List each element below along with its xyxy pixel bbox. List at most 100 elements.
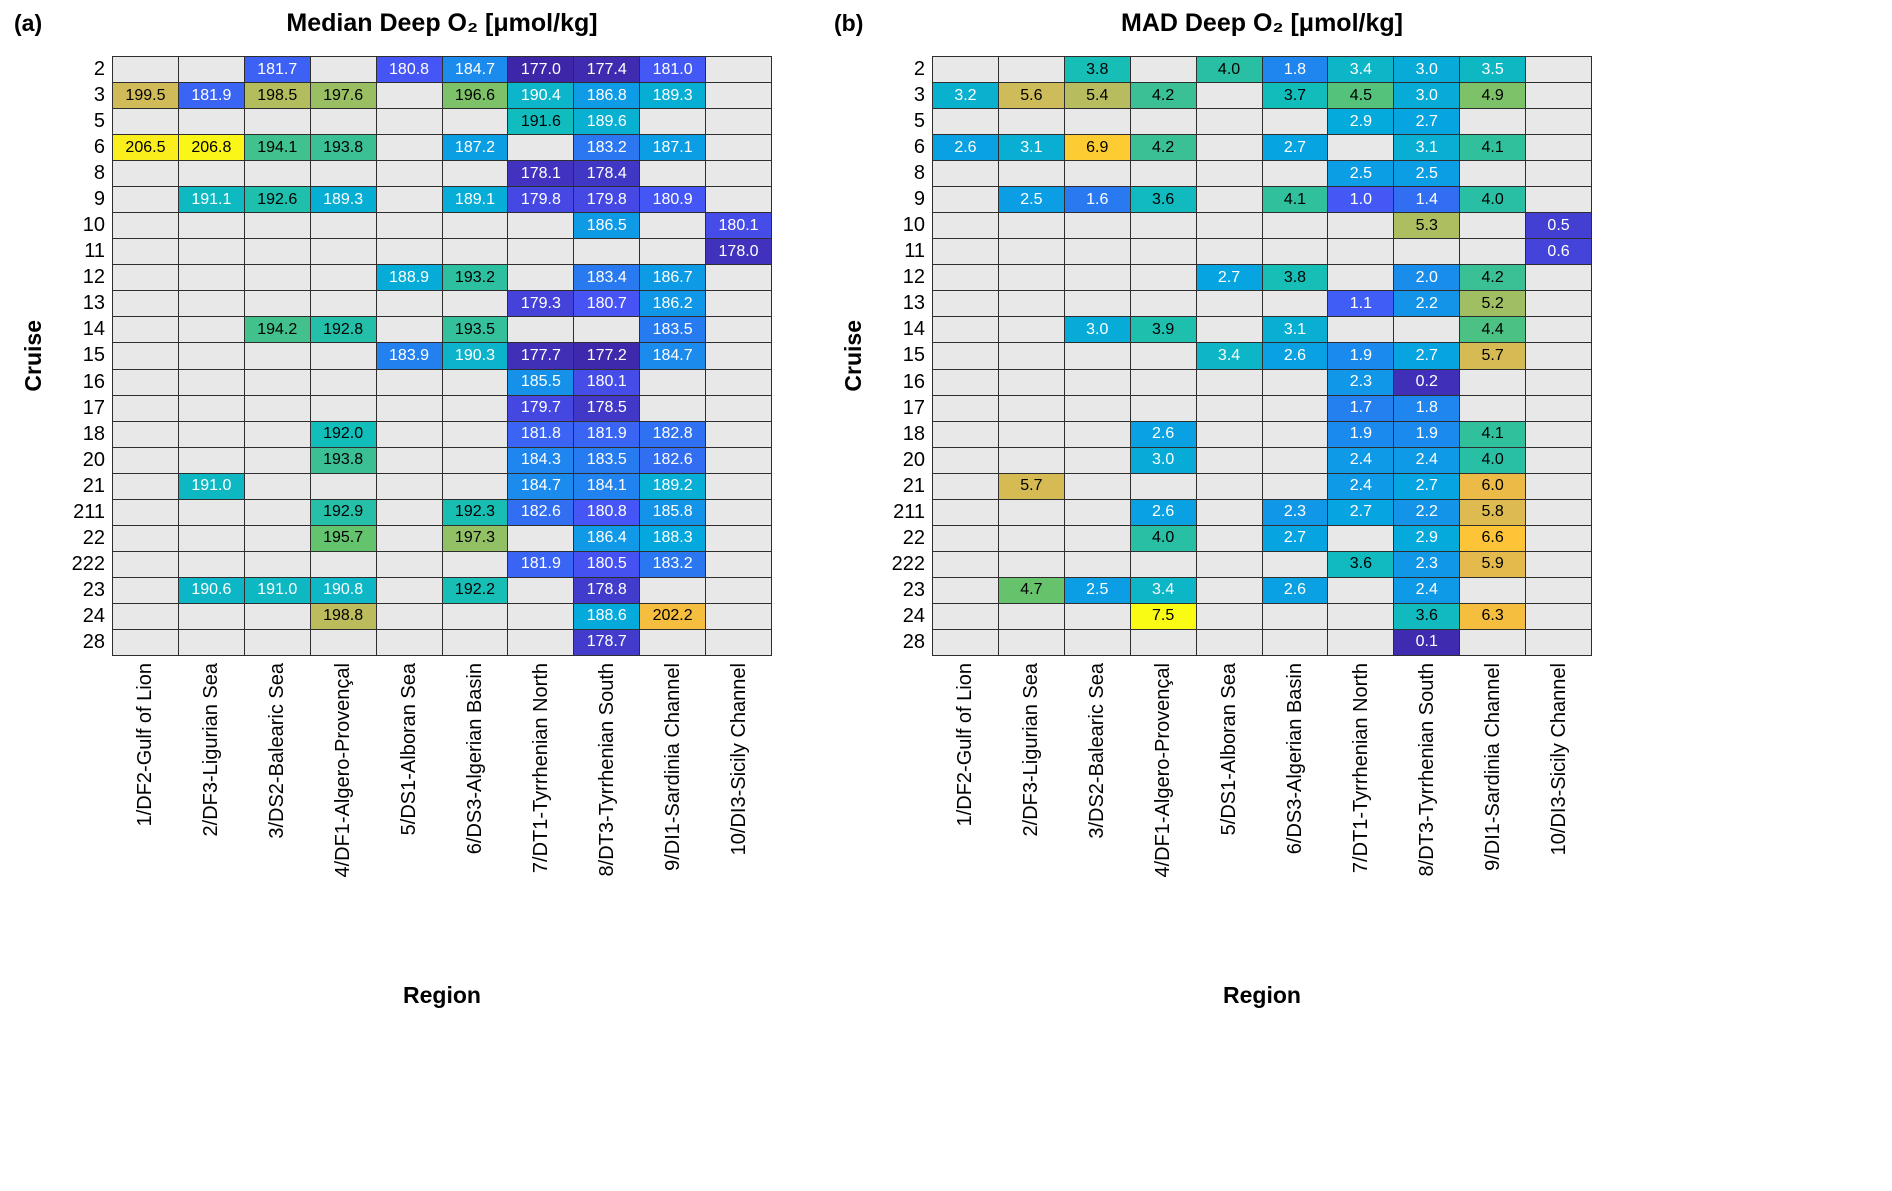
empty-cell (442, 603, 509, 630)
cruise-tick-label: 10 (902, 214, 925, 237)
heatmap-cell: 3.6 (1328, 551, 1395, 578)
empty-cell (1130, 291, 1197, 318)
empty-cell (442, 421, 509, 448)
empty-cell (1130, 213, 1197, 240)
empty-cell (998, 317, 1065, 344)
empty-cell (113, 369, 179, 396)
empty-cell (1460, 577, 1527, 604)
empty-cell (310, 369, 377, 396)
empty-cell (933, 317, 999, 344)
empty-cell (998, 499, 1065, 526)
heatmap-cell: 180.8 (574, 499, 641, 526)
empty-cell (998, 109, 1065, 136)
heatmap-cell: 189.6 (574, 109, 641, 136)
heatmap-cell: 184.7 (442, 57, 509, 84)
heatmap-cell: 184.7 (508, 473, 575, 500)
empty-cell (706, 57, 772, 84)
heatmap-cell: 191.0 (178, 473, 245, 500)
empty-cell (508, 603, 575, 630)
empty-cell (1526, 317, 1592, 344)
empty-cell (1196, 291, 1263, 318)
empty-cell (310, 473, 377, 500)
empty-cell (178, 551, 245, 578)
empty-cell (706, 317, 772, 344)
heatmap-cell: 184.1 (574, 473, 641, 500)
cruise-tick-label: 211 (73, 501, 105, 524)
empty-cell (178, 421, 245, 448)
empty-cell (178, 525, 245, 552)
empty-cell (508, 317, 575, 344)
empty-cell (508, 135, 575, 162)
heatmap-cell: 2.4 (1328, 473, 1395, 500)
empty-cell (574, 317, 641, 344)
heatmap-cell: 2.9 (1394, 525, 1461, 552)
region-tick-label: 7/DT1-Tyrrhenian North (1349, 663, 1372, 874)
cruise-tick-label: 10 (82, 214, 105, 237)
empty-cell (1196, 525, 1263, 552)
heatmap-cell: 198.5 (244, 83, 311, 110)
empty-cell (376, 135, 443, 162)
empty-cell (310, 629, 377, 656)
region-tick-labels-a: 1/DF2-Gulf of Lion 2/DF3-Ligurian Sea 3/DS… (112, 656, 772, 968)
heatmap-cell: 3.0 (1130, 447, 1197, 474)
heatmap-cell: 186.5 (574, 213, 641, 240)
heatmap-cell: 193.8 (310, 135, 377, 162)
heatmap-cell: 177.4 (574, 57, 641, 84)
empty-cell (244, 551, 311, 578)
heatmap-cell: 183.4 (574, 265, 641, 292)
empty-cell (442, 395, 509, 422)
heatmap-cell: 190.8 (310, 577, 377, 604)
empty-cell (640, 395, 707, 422)
empty-cell (244, 291, 311, 318)
heatmap-cell: 2.6 (1130, 499, 1197, 526)
region-tick-label: 9/DI1-Sardinia Channel (1481, 663, 1504, 871)
chart-title-mad: MAD Deep O₂ [μmol/kg] (1121, 9, 1403, 37)
empty-cell (1064, 343, 1131, 370)
empty-cell (933, 421, 999, 448)
empty-cell (1196, 317, 1263, 344)
empty-cell (310, 343, 377, 370)
heatmap-cell: 192.3 (442, 499, 509, 526)
heatmap-cell: 4.0 (1460, 187, 1527, 214)
empty-cell (933, 551, 999, 578)
heatmap-cell: 0.5 (1526, 213, 1592, 240)
heatmap-cell: 4.1 (1262, 187, 1329, 214)
empty-cell (1526, 629, 1592, 656)
region-tick-label: 2/DF3-Ligurian Sea (1019, 663, 1042, 837)
cruise-tick-label: 222 (891, 553, 925, 576)
heatmap-cell: 191.0 (244, 577, 311, 604)
empty-cell (1526, 473, 1592, 500)
empty-cell (1130, 473, 1197, 500)
heatmap-cell: 1.0 (1328, 187, 1395, 214)
heatmap-cell: 3.0 (1394, 57, 1461, 84)
heatmap-cell: 178.7 (574, 629, 641, 656)
empty-cell (933, 525, 999, 552)
empty-cell (1460, 395, 1527, 422)
empty-cell (310, 395, 377, 422)
heatmap-cell: 187.2 (442, 135, 509, 162)
empty-cell (706, 603, 772, 630)
heatmap-cell: 178.8 (574, 577, 641, 604)
region-tick-label: 5/DS1-Alboran Sea (397, 663, 420, 836)
heatmap-cell: 183.5 (640, 317, 707, 344)
region-tick-label: 10/DI3-Sicily Channel (1547, 663, 1570, 856)
cruise-tick-labels-a: 2 3 5 6 8 9 10 11 12 13 14 15 16 17 18 20 21 211 22 222 23 24… (52, 56, 112, 656)
heatmap-cell: 5.7 (998, 473, 1065, 500)
heatmap-cell: 3.0 (1064, 317, 1131, 344)
empty-cell (1064, 239, 1131, 266)
heatmap-cell: 188.6 (574, 603, 641, 630)
heatmap-cell: 4.2 (1460, 265, 1527, 292)
empty-cell (998, 239, 1065, 266)
cruise-tick-label: 17 (902, 396, 925, 419)
empty-cell (1526, 135, 1592, 162)
heatmap-cell: 3.0 (1394, 83, 1461, 110)
region-tick-label: 4/DF1-Algero-Provençal (331, 663, 354, 878)
empty-cell (706, 525, 772, 552)
cruise-tick-label: 18 (82, 422, 105, 445)
heatmap-cell: 180.1 (706, 213, 772, 240)
empty-cell (1130, 551, 1197, 578)
empty-cell (376, 109, 443, 136)
heatmap-cell: 197.3 (442, 525, 509, 552)
empty-cell (1262, 629, 1329, 656)
empty-cell (1526, 551, 1592, 578)
